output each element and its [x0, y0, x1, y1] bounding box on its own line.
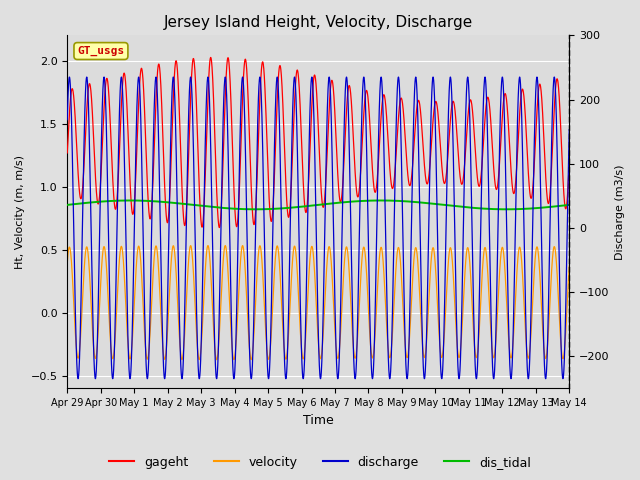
dis_tidal: [150, 198, 158, 204]
velocity: [221, 243, 229, 249]
Legend: gageht, velocity, discharge, dis_tidal: gageht, velocity, discharge, dis_tidal: [104, 451, 536, 474]
dis_tidal: [565, 202, 573, 208]
Y-axis label: Discharge (m3/s): Discharge (m3/s): [615, 164, 625, 260]
discharge: [63, 117, 71, 122]
discharge: [542, 376, 550, 382]
velocity: [256, 243, 264, 249]
gageht: [256, 91, 264, 97]
gageht: [565, 159, 573, 165]
velocity: [212, 357, 220, 362]
discharge: [256, 74, 264, 80]
discharge: [502, 161, 509, 167]
discharge: [565, 127, 573, 132]
Line: dis_tidal: dis_tidal: [67, 201, 569, 209]
Title: Jersey Island Height, Velocity, Discharge: Jersey Island Height, Velocity, Discharg…: [164, 15, 473, 30]
Line: discharge: discharge: [67, 77, 569, 379]
dis_tidal: [256, 206, 264, 212]
discharge: [412, 74, 420, 80]
gageht: [216, 225, 223, 230]
gageht: [502, 92, 509, 97]
Y-axis label: Ht, Velocity (m, m/s): Ht, Velocity (m, m/s): [15, 155, 25, 269]
discharge: [556, 282, 564, 288]
velocity: [63, 260, 71, 266]
dis_tidal: [278, 205, 285, 211]
velocity: [121, 276, 129, 282]
velocity: [565, 263, 573, 269]
discharge: [150, 101, 158, 107]
dis_tidal: [556, 203, 564, 209]
velocity: [556, 321, 564, 327]
dis_tidal: [63, 202, 71, 208]
X-axis label: Time: Time: [303, 414, 333, 427]
gageht: [63, 150, 71, 156]
gageht: [556, 103, 564, 108]
Line: gageht: gageht: [67, 58, 569, 228]
gageht: [150, 143, 158, 148]
Text: GT_usgs: GT_usgs: [77, 46, 125, 56]
dis_tidal: [502, 206, 509, 212]
Line: velocity: velocity: [67, 246, 569, 360]
velocity: [150, 253, 158, 259]
discharge: [278, 224, 285, 229]
velocity: [502, 279, 509, 285]
gageht: [278, 80, 285, 86]
discharge: [121, 163, 129, 169]
gageht: [207, 55, 214, 60]
dis_tidal: [502, 206, 510, 212]
velocity: [278, 306, 285, 312]
gageht: [121, 71, 129, 77]
dis_tidal: [121, 198, 129, 204]
dis_tidal: [126, 198, 134, 204]
